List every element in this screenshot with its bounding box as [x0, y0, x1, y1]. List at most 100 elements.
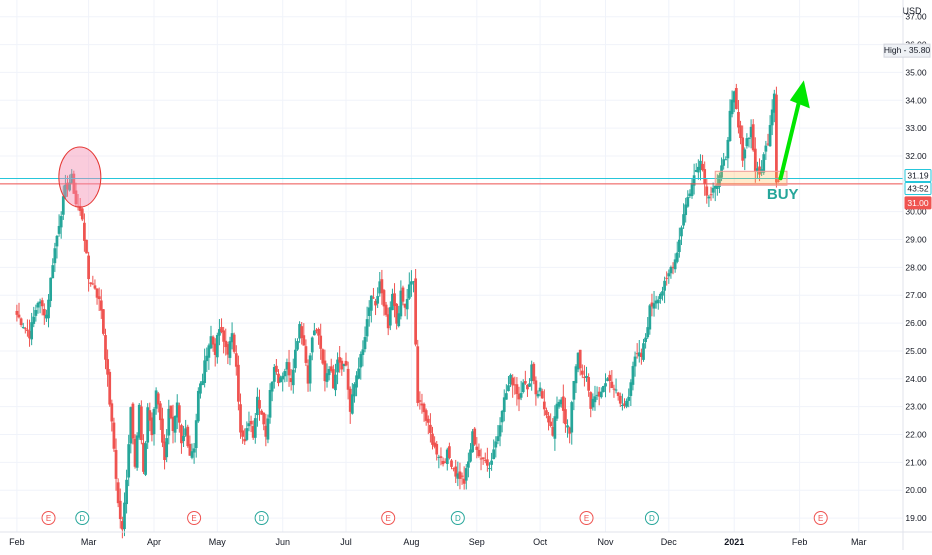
candle-body [393, 293, 396, 306]
candle-body [629, 382, 633, 396]
candle-body [312, 330, 316, 336]
candle-body [237, 364, 240, 402]
candle-body [28, 330, 31, 339]
candle-body [576, 352, 580, 370]
candle-body [310, 337, 314, 353]
event-marker-label: E [46, 514, 51, 523]
candle-body [758, 166, 761, 175]
candle-body [118, 500, 122, 520]
candle-body [226, 344, 230, 355]
candle-body [378, 281, 382, 294]
candle-body [570, 402, 574, 433]
candle-body [321, 349, 325, 364]
event-marker-label: E [818, 514, 823, 523]
candle-body [547, 415, 550, 423]
arrow-head [789, 80, 810, 109]
candle-body [232, 334, 236, 352]
candle-body [270, 381, 274, 392]
candle-body [530, 364, 534, 382]
candle-body [169, 405, 173, 418]
candle-body [344, 360, 348, 366]
candle-body [291, 369, 295, 386]
x-tick-label: Apr [147, 537, 161, 547]
candle-body [680, 227, 683, 237]
event-marker-label: D [455, 514, 461, 523]
buy-label: BUY [767, 186, 799, 203]
candle-body [315, 329, 318, 331]
candle-body [15, 310, 19, 315]
candle-body [298, 324, 301, 339]
candle-body [152, 408, 156, 435]
candle-body [203, 360, 207, 383]
candle-body [93, 285, 97, 289]
candle-body [424, 410, 428, 421]
candle-body [460, 475, 464, 477]
arrow-shaft [778, 96, 802, 181]
y-axis[interactable]: USD 37.0036.0035.0034.0033.0032.0031.003… [902, 0, 927, 550]
candle-body [739, 125, 742, 139]
candle-body [308, 355, 312, 384]
candle-body [194, 420, 198, 449]
y-tick-label: 29.00 [905, 235, 927, 245]
candle-body [95, 288, 99, 298]
candle-body [730, 99, 734, 115]
candle-body [319, 335, 323, 349]
candle-body [222, 330, 226, 342]
candle-body [34, 310, 38, 316]
event-marker-icon [254, 511, 269, 525]
candle-body [494, 441, 498, 448]
candle-body [165, 438, 169, 458]
candle-body [391, 293, 394, 311]
candle-body [397, 313, 401, 327]
candle-body [154, 390, 158, 409]
candle-body [112, 422, 116, 449]
event-marker-icon [644, 511, 659, 525]
candle-body [68, 182, 71, 191]
candle-body [281, 375, 285, 380]
candle-body [450, 460, 453, 467]
candle-body [78, 205, 82, 211]
candle-body [551, 427, 555, 436]
candle-body [743, 149, 747, 159]
candle-body [133, 438, 137, 467]
x-tick-label: Mar [851, 537, 867, 547]
event-marker-icon [187, 511, 202, 525]
candle-body [768, 125, 772, 147]
price-lines [0, 178, 903, 185]
candle-body [526, 384, 529, 390]
candle-body [139, 406, 143, 441]
event-marker-icon [41, 511, 56, 525]
candle-body [350, 394, 354, 414]
candle-body [304, 346, 308, 363]
y-tick-label: 34.00 [905, 95, 927, 105]
candle-body [504, 393, 508, 400]
candle-body [690, 182, 694, 197]
candle-body [528, 383, 531, 387]
candle-body [661, 291, 664, 296]
candle-body [91, 283, 95, 285]
candle-body [471, 431, 474, 453]
candle-body [610, 381, 614, 389]
x-axis[interactable]: Feb Mar Apr May Jun Jul Aug Sep Oct Nov Dec 2021 Feb… [0, 531, 932, 547]
event-marker-icon [75, 511, 90, 525]
y-tick-label: 22.00 [905, 430, 927, 440]
candle-body [220, 327, 223, 333]
candle-body [251, 426, 255, 438]
y-tick-label: 33.00 [905, 123, 927, 133]
y-tick-label: 27.00 [905, 290, 927, 300]
candle-body [209, 336, 213, 349]
candle-body [709, 194, 713, 196]
candle-body [171, 417, 175, 432]
y-tick-label: 24.00 [905, 374, 927, 384]
candle-body [538, 387, 542, 392]
candle-body [583, 376, 586, 378]
highlight-circle [58, 146, 102, 208]
candle-body [713, 185, 717, 189]
candle-body [561, 396, 565, 411]
candle-body [479, 458, 483, 460]
candle-body [542, 401, 546, 410]
candle-body [51, 265, 55, 279]
